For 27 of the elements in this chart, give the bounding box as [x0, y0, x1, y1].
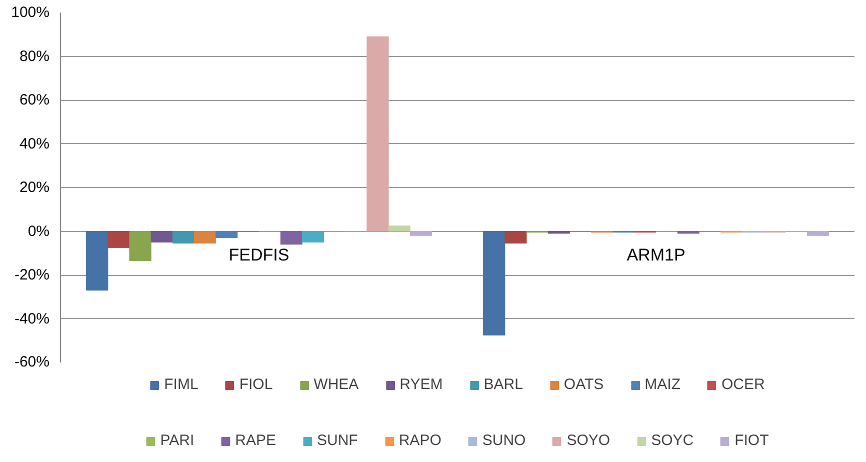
legend-label: PARI — [160, 432, 194, 449]
legend-label: SUNF — [317, 432, 358, 449]
y-tick-label: 60% — [19, 92, 50, 108]
y-tick-label: -20% — [14, 266, 50, 284]
legend-label: RAPE — [235, 432, 276, 449]
y-tick-label: -60% — [14, 354, 50, 370]
legend-label: RYEM — [400, 376, 443, 393]
x-tick-label: ARM1P — [626, 245, 686, 264]
legend-label: WHEA — [314, 376, 359, 393]
legend-label: SOYO — [566, 432, 610, 449]
y-tick-label: 80% — [19, 48, 50, 65]
y-tick-label: 100% — [11, 4, 50, 21]
legend-label: SOYC — [651, 432, 694, 449]
y-tick-label: 0% — [28, 222, 50, 240]
y-tick-label: 20% — [19, 179, 50, 196]
y-tick-label: 40% — [19, 135, 50, 152]
legend-label: OATS — [564, 376, 604, 393]
legend-label: MAIZ — [644, 376, 681, 393]
legend-label: RAPO — [398, 432, 442, 449]
legend-label: FIML — [164, 376, 198, 393]
legend-label: FIOL — [239, 376, 273, 393]
legend-label: BARL — [484, 376, 523, 393]
y-tick-label: -40% — [14, 310, 50, 328]
x-tick-label: FEDFIS — [228, 245, 290, 264]
legend-label: FIOT — [734, 432, 769, 449]
legend-label: SUNO — [482, 432, 526, 449]
legend-label: OCER — [722, 376, 765, 393]
